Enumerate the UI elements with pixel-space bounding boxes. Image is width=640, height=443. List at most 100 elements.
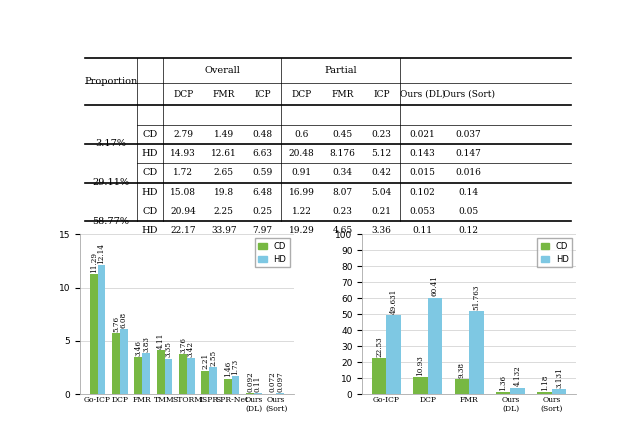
Bar — [387, 315, 401, 394]
Text: 1.46: 1.46 — [223, 361, 232, 377]
Bar — [97, 265, 106, 394]
Text: 29.11%: 29.11% — [92, 178, 129, 187]
Bar — [164, 358, 172, 394]
Bar — [276, 393, 284, 394]
Bar — [538, 392, 552, 394]
Text: 4.11: 4.11 — [157, 333, 164, 349]
Text: 4.132: 4.132 — [514, 365, 522, 386]
Text: DCP: DCP — [173, 90, 193, 99]
Text: 2.25: 2.25 — [214, 207, 234, 216]
Text: 9.38: 9.38 — [458, 362, 466, 378]
Bar — [187, 358, 195, 394]
Text: 0.072: 0.072 — [268, 372, 276, 392]
Text: 0.14: 0.14 — [458, 188, 479, 197]
Text: 4.65: 4.65 — [332, 226, 353, 235]
Text: 0.021: 0.021 — [410, 130, 436, 139]
Text: 22.53: 22.53 — [375, 336, 383, 357]
Text: 1.36: 1.36 — [499, 375, 508, 391]
Text: 0.21: 0.21 — [371, 207, 391, 216]
Text: ICP: ICP — [255, 90, 271, 99]
Text: CD: CD — [142, 168, 157, 177]
Text: 1.73: 1.73 — [232, 358, 239, 374]
Text: 15.08: 15.08 — [170, 188, 196, 197]
Bar — [232, 376, 239, 394]
Text: 6.48: 6.48 — [253, 188, 273, 197]
Text: 22.17: 22.17 — [170, 226, 196, 235]
Text: Overall: Overall — [204, 66, 240, 75]
Text: 14.93: 14.93 — [170, 149, 196, 158]
Text: Ours (Sort): Ours (Sort) — [443, 90, 495, 99]
Legend: CD, HD: CD, HD — [538, 238, 572, 267]
Text: 0.34: 0.34 — [332, 168, 353, 177]
Text: 20.48: 20.48 — [289, 149, 315, 158]
Text: 0.59: 0.59 — [253, 168, 273, 177]
Text: FMR: FMR — [212, 90, 235, 99]
Text: 0.102: 0.102 — [410, 188, 436, 197]
Text: 58.77%: 58.77% — [93, 217, 129, 225]
Text: 5.76: 5.76 — [112, 315, 120, 331]
Text: 3.131: 3.131 — [555, 367, 563, 388]
Text: 6.08: 6.08 — [120, 312, 128, 328]
Text: 0.25: 0.25 — [253, 207, 273, 216]
Text: 0.11: 0.11 — [254, 375, 262, 392]
Text: 16.99: 16.99 — [289, 188, 315, 197]
Bar — [428, 298, 442, 394]
Text: 1.49: 1.49 — [214, 130, 234, 139]
Text: 2.65: 2.65 — [214, 168, 234, 177]
Bar — [511, 388, 525, 394]
Text: Ours (DL): Ours (DL) — [400, 90, 445, 99]
Text: ICP: ICP — [373, 90, 390, 99]
Text: HD: HD — [141, 149, 158, 158]
Text: 0.147: 0.147 — [456, 149, 481, 158]
Text: 11.29: 11.29 — [90, 252, 98, 272]
Bar — [179, 354, 187, 394]
Text: 0.45: 0.45 — [332, 130, 353, 139]
Text: 49.631: 49.631 — [390, 288, 397, 314]
Text: 0.143: 0.143 — [410, 149, 436, 158]
Bar — [209, 367, 217, 394]
Bar — [90, 274, 97, 394]
Text: 0.05: 0.05 — [458, 207, 479, 216]
Text: 3.42: 3.42 — [187, 341, 195, 357]
Text: CD: CD — [142, 130, 157, 139]
Text: 3.36: 3.36 — [371, 226, 391, 235]
Text: 8.07: 8.07 — [332, 188, 353, 197]
Bar — [254, 393, 262, 394]
Text: FMR: FMR — [331, 90, 353, 99]
Text: 10.93: 10.93 — [417, 355, 424, 376]
Text: HD: HD — [141, 226, 158, 235]
Bar — [134, 358, 142, 394]
Text: 3.35: 3.35 — [164, 342, 172, 357]
Bar — [224, 379, 232, 394]
Text: 0.48: 0.48 — [253, 130, 273, 139]
Text: 2.21: 2.21 — [202, 353, 209, 369]
Text: 6.63: 6.63 — [253, 149, 273, 158]
Text: 3.76: 3.76 — [179, 337, 187, 353]
Text: Partial: Partial — [324, 66, 357, 75]
Text: 60.41: 60.41 — [431, 276, 439, 296]
Bar — [112, 333, 120, 394]
Text: 12.61: 12.61 — [211, 149, 237, 158]
Text: 5.04: 5.04 — [371, 188, 392, 197]
Text: 3.83: 3.83 — [142, 336, 150, 352]
Text: Proportion: Proportion — [84, 77, 138, 86]
Text: 0.23: 0.23 — [332, 207, 353, 216]
Text: HD: HD — [141, 188, 158, 197]
Text: 19.29: 19.29 — [289, 226, 315, 235]
Text: 1.18: 1.18 — [541, 375, 548, 391]
Text: 5.12: 5.12 — [371, 149, 392, 158]
Text: 1.72: 1.72 — [173, 168, 193, 177]
Bar — [120, 330, 128, 394]
Text: 3.46: 3.46 — [134, 340, 142, 356]
Bar — [202, 371, 209, 394]
Text: 8.176: 8.176 — [330, 149, 355, 158]
Text: 0.23: 0.23 — [371, 130, 391, 139]
Text: 0.6: 0.6 — [294, 130, 309, 139]
Text: 1.22: 1.22 — [292, 207, 312, 216]
Text: 19.8: 19.8 — [214, 188, 234, 197]
Text: 0.015: 0.015 — [410, 168, 436, 177]
Text: 20.94: 20.94 — [170, 207, 196, 216]
Text: 0.91: 0.91 — [292, 168, 312, 177]
Bar — [552, 389, 566, 394]
Bar — [157, 350, 164, 394]
